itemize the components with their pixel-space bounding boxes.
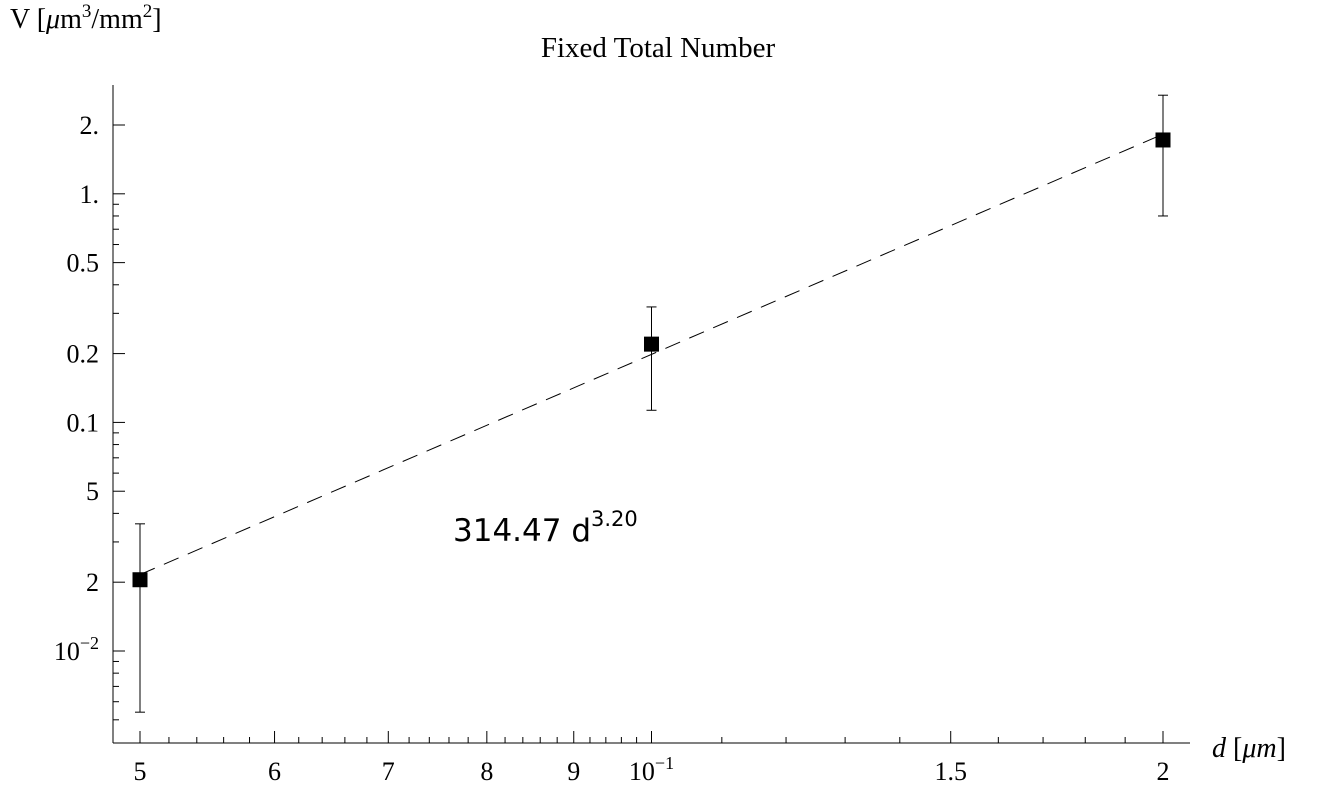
data-point-marker bbox=[644, 336, 659, 352]
y-tick-label-text: 10 bbox=[54, 637, 80, 666]
x-tick-label-text: 6 bbox=[268, 757, 281, 786]
x-tick-label: 8 bbox=[480, 757, 493, 786]
x-axis-label-var: d bbox=[1212, 733, 1227, 764]
y-axis-label-mu: μ bbox=[45, 4, 60, 35]
fit-label-exponent: 3.20 bbox=[591, 507, 638, 531]
x-axis-label-open: [ bbox=[1226, 733, 1242, 764]
fit-label: 314.47 d3.20 bbox=[453, 507, 638, 549]
data-point-marker bbox=[1155, 132, 1171, 148]
y-tick-label: 0.5 bbox=[67, 249, 100, 278]
chart-title: Fixed Total Number bbox=[541, 32, 776, 64]
x-tick-label: 9 bbox=[567, 757, 580, 786]
y-tick-label: 0.2 bbox=[67, 340, 100, 369]
x-tick-label: 7 bbox=[382, 757, 395, 786]
y-tick-label: 0.1 bbox=[67, 408, 100, 437]
x-axis-label-m: m bbox=[1256, 733, 1276, 764]
x-axis-label-close: ] bbox=[1277, 733, 1286, 764]
x-tick-label: 10−1 bbox=[629, 753, 674, 786]
y-axis-ticks: 10−2 2 5 0.1 0.2 0.5 1. 2. bbox=[54, 111, 125, 721]
y-tick-label-text: 1. bbox=[80, 180, 100, 209]
x-tick-label-text: 5 bbox=[134, 757, 147, 786]
y-tick-label: 10−2 bbox=[54, 633, 99, 666]
x-tick-label: 1.5 bbox=[934, 757, 967, 786]
fit-label-base: 314.47 d bbox=[453, 513, 591, 549]
y-tick-label: 2. bbox=[80, 111, 100, 140]
y-axis-label-sup1: 3 bbox=[82, 1, 92, 22]
x-axis-ticks: 5 6 7 8 9 10−1 1.5 2 bbox=[134, 731, 1170, 786]
data-point-marker bbox=[132, 572, 148, 588]
y-axis-label-middle: /mm bbox=[91, 4, 143, 35]
y-tick-label: 1. bbox=[80, 180, 100, 209]
x-tick-label-text: 2 bbox=[1157, 757, 1170, 786]
x-tick-label-text: 9 bbox=[567, 757, 580, 786]
x-tick-label-text: 8 bbox=[480, 757, 493, 786]
y-tick-label-text: 0.5 bbox=[67, 249, 100, 278]
x-tick-label-text: 7 bbox=[382, 757, 395, 786]
y-tick-label-text: 2. bbox=[80, 111, 100, 140]
y-tick-label-sup: −2 bbox=[80, 633, 99, 653]
x-tick-label-sup: −1 bbox=[655, 753, 674, 773]
x-tick-label-text: 10 bbox=[629, 757, 655, 786]
x-tick-label: 5 bbox=[134, 757, 147, 786]
y-axis-label-sup2: 2 bbox=[143, 1, 153, 22]
y-tick-label-text: 0.2 bbox=[67, 340, 100, 369]
y-axis-label-suffix: ] bbox=[152, 4, 161, 35]
x-tick-label: 6 bbox=[268, 757, 281, 786]
y-axis-label: V [μm3/mm2] bbox=[10, 1, 162, 35]
y-tick-label: 5 bbox=[86, 477, 99, 506]
data-points bbox=[132, 94, 1171, 713]
y-tick-label-text: 0.1 bbox=[67, 408, 100, 437]
x-axis-label: d [μm] bbox=[1212, 733, 1286, 764]
y-tick-label-text: 5 bbox=[86, 477, 99, 506]
y-tick-label-text: 2 bbox=[86, 568, 99, 597]
y-tick-label: 2 bbox=[86, 568, 99, 597]
y-axis-label-unit: m bbox=[60, 4, 82, 35]
x-tick-label-text: 1.5 bbox=[934, 757, 967, 786]
x-axis-label-mu: μ bbox=[1241, 733, 1256, 764]
y-axis-label-prefix: V [ bbox=[10, 4, 46, 35]
x-tick-label: 2 bbox=[1157, 757, 1170, 786]
